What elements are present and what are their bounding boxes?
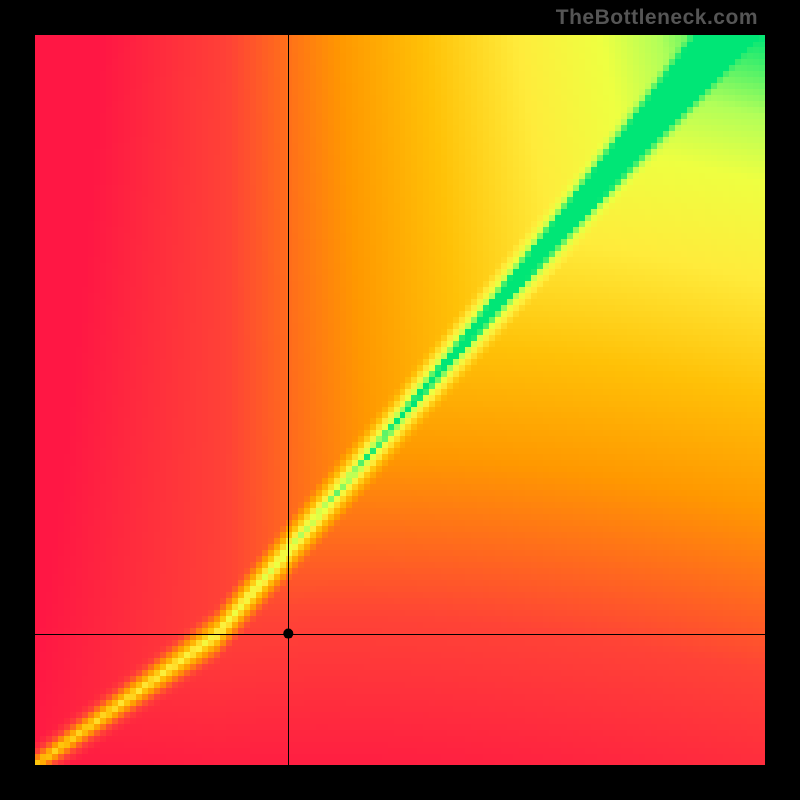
heatmap-plot [35, 35, 765, 765]
heatmap-canvas [35, 35, 765, 765]
watermark-text: TheBottleneck.com [556, 6, 758, 30]
